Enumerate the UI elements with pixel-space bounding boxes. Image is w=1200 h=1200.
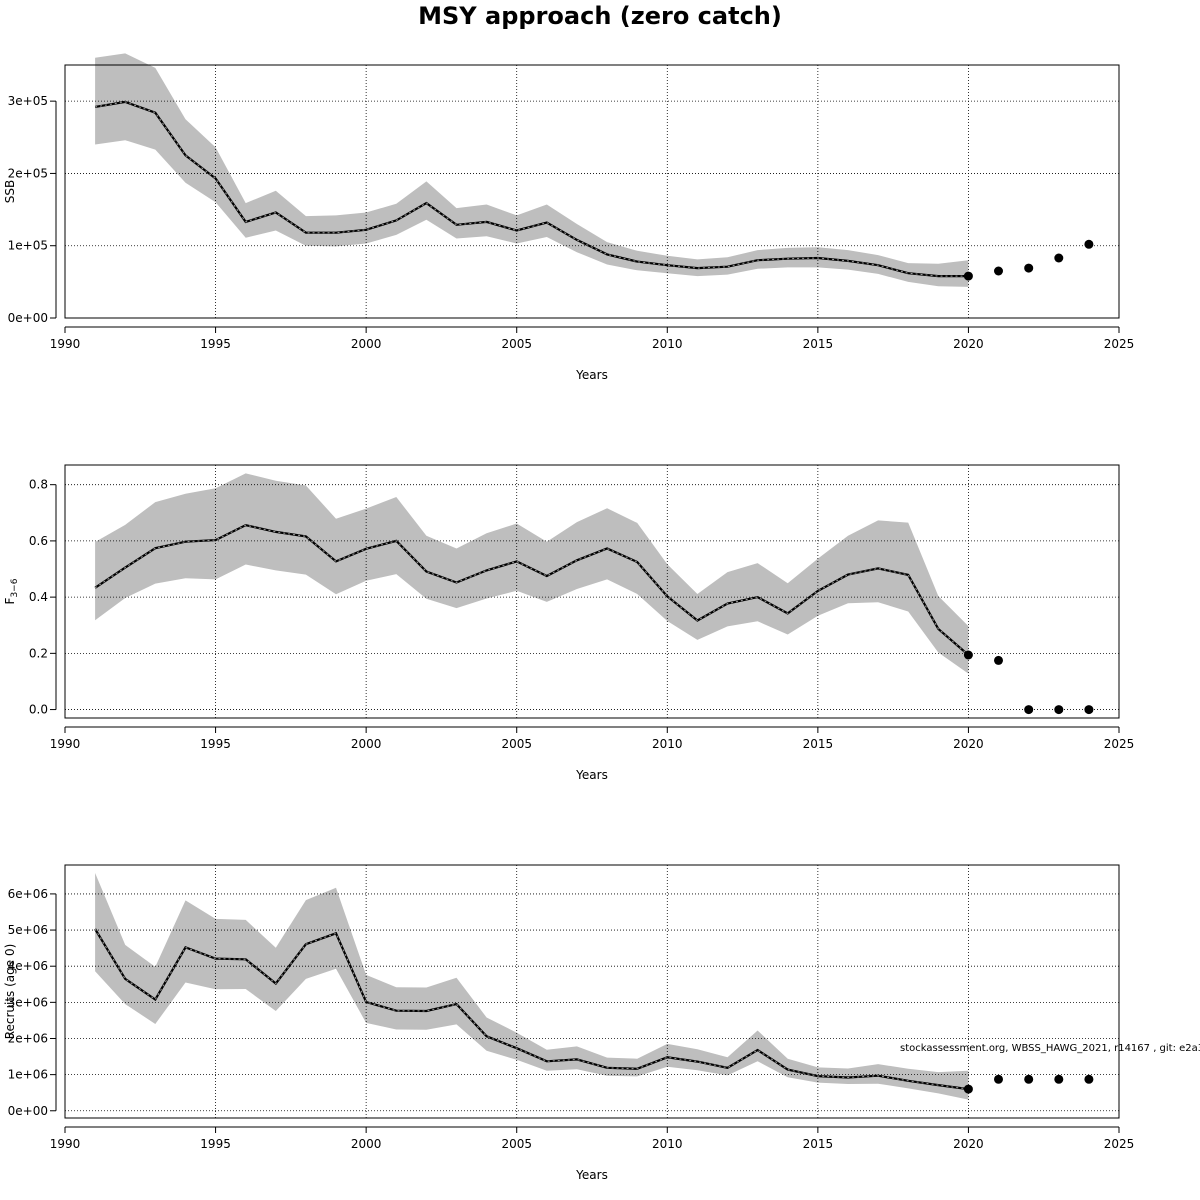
- f-y-axis-title: F3−6: [3, 578, 20, 604]
- recruits-x-tick-label: 2005: [501, 1137, 532, 1151]
- f-x-tick-label: 2000: [351, 737, 382, 751]
- ssb-plot-frame: [64, 64, 1120, 319]
- f-x-tick-label: 2020: [953, 737, 984, 751]
- ssb-y-tick-label: 1e+05: [8, 239, 48, 253]
- recruits-forecast-point: [1084, 1074, 1094, 1084]
- f-x-tick-label: 1990: [50, 737, 81, 751]
- panel-f: 1990 1995 2000 2005 2010 2015 2020 2025 Years 0.0…: [3, 464, 1135, 782]
- recruits-forecast-point: [994, 1074, 1003, 1084]
- chart-title: MSY approach (zero catch): [418, 2, 782, 30]
- recruits-x-axis-title: Years: [575, 1168, 608, 1182]
- recruits-x-tick-label: 2010: [652, 1137, 683, 1151]
- recruits-y-tick-label: 4e+06: [8, 959, 48, 973]
- f-x-tick-label: 2015: [803, 737, 834, 751]
- ssb-forecast-point: [1054, 253, 1064, 263]
- recruits-y-tick-label: 5e+06: [8, 923, 48, 937]
- ssb-y-tick-label: 2e+05: [8, 166, 48, 180]
- f-x-tick-label: 2025: [1104, 737, 1135, 751]
- recruits-x-tick-label: 2015: [803, 1137, 834, 1151]
- credit-text: stockassessment.org, WBSS_HAWG_2021, r14…: [900, 1043, 1200, 1054]
- f-x-axis-title: Years: [575, 768, 608, 782]
- f-forecast-point: [1054, 705, 1064, 715]
- recruits-x-tick-label: 1995: [200, 1137, 231, 1151]
- ssb-forecast-point: [994, 266, 1003, 276]
- ssb-y-tick-label: 0e+00: [8, 311, 48, 325]
- f-forecast-point: [1084, 705, 1094, 715]
- ssb-x-tick-label: 1995: [200, 337, 231, 351]
- recruits-y-tick-label: 6e+06: [8, 887, 48, 901]
- recruits-forecast-point: [1024, 1074, 1034, 1084]
- recruits-forecast-point: [1054, 1074, 1064, 1084]
- ssb-x-axis-title: Years: [575, 368, 608, 382]
- recruits-estimate-line-dots: [94, 928, 969, 1090]
- f-y-axis-title-subscript: 3−6: [10, 578, 20, 597]
- f-y-tick-label: 0.6: [29, 534, 48, 548]
- ssb-x-tick-label: 1990: [50, 337, 81, 351]
- f-forecast-point: [994, 655, 1003, 665]
- ssb-x-tick-label: 2000: [351, 337, 382, 351]
- f-plot-frame: [64, 464, 1120, 719]
- f-forecast-point: [963, 650, 973, 660]
- f-y-tick-label: 0.4: [29, 590, 48, 604]
- recruits-plot-frame: [64, 864, 1120, 1119]
- panel-recruits: 1990 1995 2000 2005 2010 2015 2020 2025 Years 0e+…: [3, 864, 1135, 1182]
- recruits-y-tick-label: 0e+00: [8, 1104, 48, 1118]
- ssb-forecast-point: [963, 271, 973, 281]
- panel-ssb: 1990 1995 2000 2005 2010 2015 2020 2025 Years 0e+…: [3, 53, 1134, 382]
- f-x-tick-label: 1995: [200, 737, 231, 751]
- f-y-tick-label: 0.2: [29, 646, 48, 660]
- recruits-x-tick-label: 2025: [1104, 1137, 1135, 1151]
- ssb-x-tick-label: 2005: [501, 337, 532, 351]
- ssb-forecast-point: [1024, 263, 1034, 273]
- f-x-tick-label: 2010: [652, 737, 683, 751]
- f-y-tick-label: 0.8: [29, 478, 48, 492]
- recruits-y-tick-label: 2e+06: [8, 1031, 48, 1045]
- f-forecast-point: [1024, 705, 1034, 715]
- recruits-confidence-band: [95, 873, 969, 1100]
- recruits-y-axis-title: Recruits (age 0): [3, 944, 17, 1040]
- f-confidence-band: [95, 473, 969, 674]
- f-y-tick-label: 0.0: [29, 703, 48, 717]
- ssb-forecast-point: [1084, 239, 1094, 249]
- ssb-y-tick-label: 3e+05: [8, 94, 48, 108]
- recruits-x-tick-label: 2000: [351, 1137, 382, 1151]
- recruits-x-tick-label: 1990: [50, 1137, 81, 1151]
- ssb-x-tick-label: 2025: [1104, 337, 1135, 351]
- recruits-y-tick-label: 1e+06: [8, 1068, 48, 1082]
- ssb-x-tick-label: 2020: [953, 337, 984, 351]
- ssb-x-tick-label: 2015: [803, 337, 834, 351]
- f-x-tick-label: 2005: [501, 737, 532, 751]
- recruits-forecast-point: [963, 1084, 973, 1094]
- ssb-estimate-line-dots: [95, 101, 969, 277]
- f-estimate-line-dots: [94, 524, 969, 656]
- ssb-confidence-band: [95, 53, 969, 287]
- recruits-y-tick-label: 3e+06: [8, 995, 48, 1009]
- ssb-x-tick-label: 2010: [652, 337, 683, 351]
- recruits-x-tick-label: 2020: [953, 1137, 984, 1151]
- ssb-y-axis-title: SSB: [3, 180, 17, 203]
